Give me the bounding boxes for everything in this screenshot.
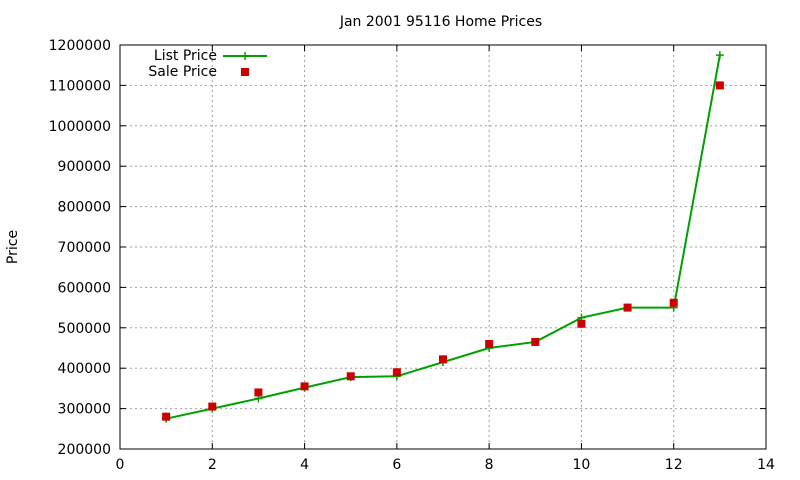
x-tick-label: 12 xyxy=(665,457,683,473)
sale-price-point xyxy=(439,355,447,364)
sale-price-point xyxy=(392,368,401,377)
x-tick-label: 2 xyxy=(208,457,217,473)
sale-price-point xyxy=(208,402,217,411)
sale-price-point xyxy=(623,303,632,312)
x-tick-label: 8 xyxy=(485,457,494,473)
y-tick-label: 300000 xyxy=(58,402,111,418)
x-axis-tick-labels: 0 2 4 6 8 10 12 14 xyxy=(116,457,775,473)
sale-price-point xyxy=(715,81,724,90)
y-tick-label: 1200000 xyxy=(49,38,111,54)
sale-price-point xyxy=(162,412,171,421)
legend: List Price Sale Price xyxy=(148,48,267,80)
sale-price-point xyxy=(254,388,263,397)
y-tick-label: 400000 xyxy=(58,361,111,377)
y-tick-label: 600000 xyxy=(58,280,111,296)
y-tick-label: 500000 xyxy=(58,321,111,337)
sale-price-point xyxy=(531,337,540,346)
sale-price-point xyxy=(300,382,309,391)
grid xyxy=(120,45,766,449)
y-tick-label: 1100000 xyxy=(49,78,111,94)
axis-ticks xyxy=(119,44,767,450)
y-tick-label: 700000 xyxy=(58,240,111,256)
legend-label-list-price: List Price xyxy=(154,48,217,64)
x-tick-label: 6 xyxy=(392,457,401,473)
sale-price-point xyxy=(346,372,355,381)
legend-swatch-sale-price xyxy=(241,68,249,76)
chart-title: Jan 2001 95116 Home Prices xyxy=(339,14,542,30)
y-tick-label: 1000000 xyxy=(49,119,111,135)
x-tick-label: 10 xyxy=(573,457,591,473)
y-tick-label: 900000 xyxy=(58,159,111,175)
y-tick-label: 200000 xyxy=(58,442,111,458)
sale-price-point xyxy=(577,319,586,328)
y-axis-label: Price xyxy=(5,230,21,264)
x-tick-label: 0 xyxy=(116,457,125,473)
y-tick-label: 800000 xyxy=(58,200,111,216)
x-tick-label: 14 xyxy=(757,457,775,473)
list-price-point xyxy=(715,51,724,60)
legend-marker-list-price xyxy=(241,52,249,60)
series xyxy=(162,51,724,423)
sale-price-point xyxy=(485,339,494,348)
y-axis-tick-labels: 200000 300000 400000 500000 600000 700000 8000… xyxy=(49,38,111,458)
sale-price-point xyxy=(669,298,678,307)
x-tick-label: 4 xyxy=(300,457,309,473)
legend-label-sale-price: Sale Price xyxy=(148,64,217,80)
